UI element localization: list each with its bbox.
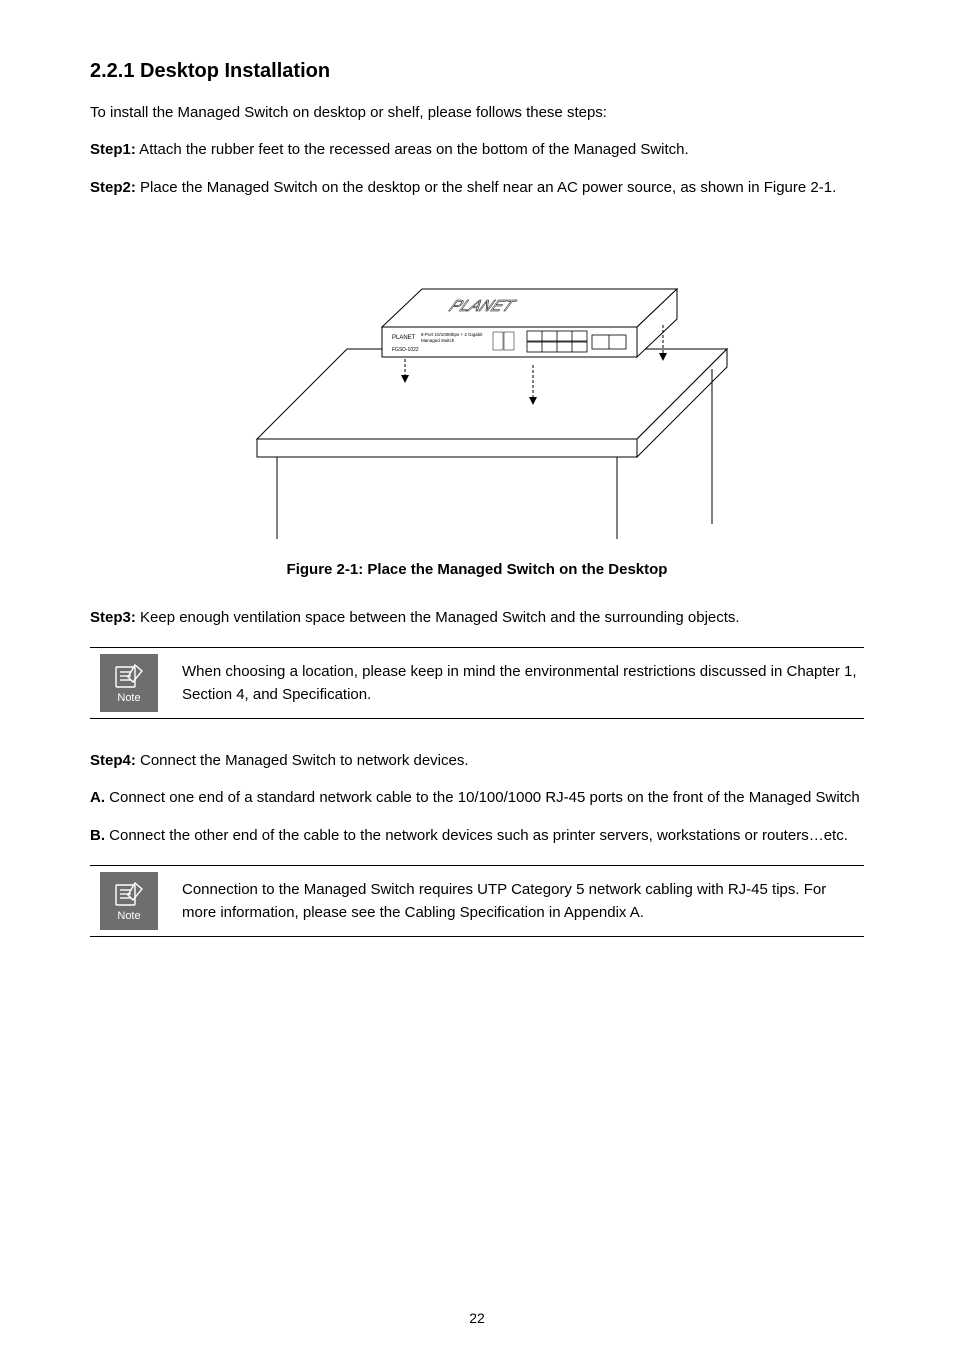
device-top-logo: PLANET	[446, 297, 519, 315]
note-icon-box: Note	[100, 654, 158, 712]
note-label-2: Note	[117, 910, 140, 922]
step-3: Step3: Keep enough ventilation space bet…	[90, 606, 864, 629]
page-number: 22	[0, 1310, 954, 1326]
connect-b: B. Connect the other end of the cable to…	[90, 824, 864, 847]
device-title-1: 8-Port 10/100Mbps + 2 Gigabit	[421, 332, 483, 337]
step3-label: Step3:	[90, 609, 136, 626]
device-title-2: Managed Switch	[421, 338, 455, 343]
connect-a-text: Connect one end of a standard network ca…	[105, 789, 860, 806]
step4-label: Step4:	[90, 752, 136, 769]
step2-text: Place the Managed Switch on the desktop …	[136, 179, 836, 196]
device-brand: PLANET	[392, 335, 416, 341]
note-label: Note	[117, 692, 140, 704]
device-model: FGSD-1022	[392, 347, 419, 353]
note-icon-cell: Note	[90, 648, 168, 718]
notepad-icon	[113, 662, 145, 690]
step-2: Step2: Place the Managed Switch on the d…	[90, 176, 864, 199]
step1-label: Step1:	[90, 141, 136, 158]
notepad-icon	[113, 880, 145, 908]
step2-label: Step2:	[90, 179, 136, 196]
section-heading: 2.2.1 Desktop Installation	[90, 60, 864, 83]
step-4: Step4: Connect the Managed Switch to net…	[90, 749, 864, 772]
intro-text: To install the Managed Switch on desktop…	[90, 101, 864, 124]
step3-text: Keep enough ventilation space between th…	[136, 609, 740, 626]
connect-b-text: Connect the other end of the cable to th…	[105, 827, 848, 844]
connect-b-label: B.	[90, 827, 105, 844]
connect-a: A. Connect one end of a standard network…	[90, 786, 864, 809]
note-block-2: Note Connection to the Managed Switch re…	[90, 865, 864, 937]
note2-text: Connection to the Managed Switch require…	[168, 866, 864, 936]
figure-caption: Figure 2-1: Place the Managed Switch on …	[90, 561, 864, 578]
note1-text: When choosing a location, please keep in…	[168, 648, 864, 718]
note-block-1: Note When choosing a location, please ke…	[90, 647, 864, 719]
note-icon-cell-2: Note	[90, 866, 168, 936]
step1-text: Attach the rubber feet to the recessed a…	[136, 141, 689, 158]
step-1: Step1: Attach the rubber feet to the rec…	[90, 138, 864, 161]
figure-desktop-install: PLANET 8-Port 10/100Mbps + 2 Gigabit Man…	[90, 219, 864, 543]
connect-a-label: A.	[90, 789, 105, 806]
step4-text: Connect the Managed Switch to network de…	[136, 752, 469, 769]
note-icon-box-2: Note	[100, 872, 158, 930]
